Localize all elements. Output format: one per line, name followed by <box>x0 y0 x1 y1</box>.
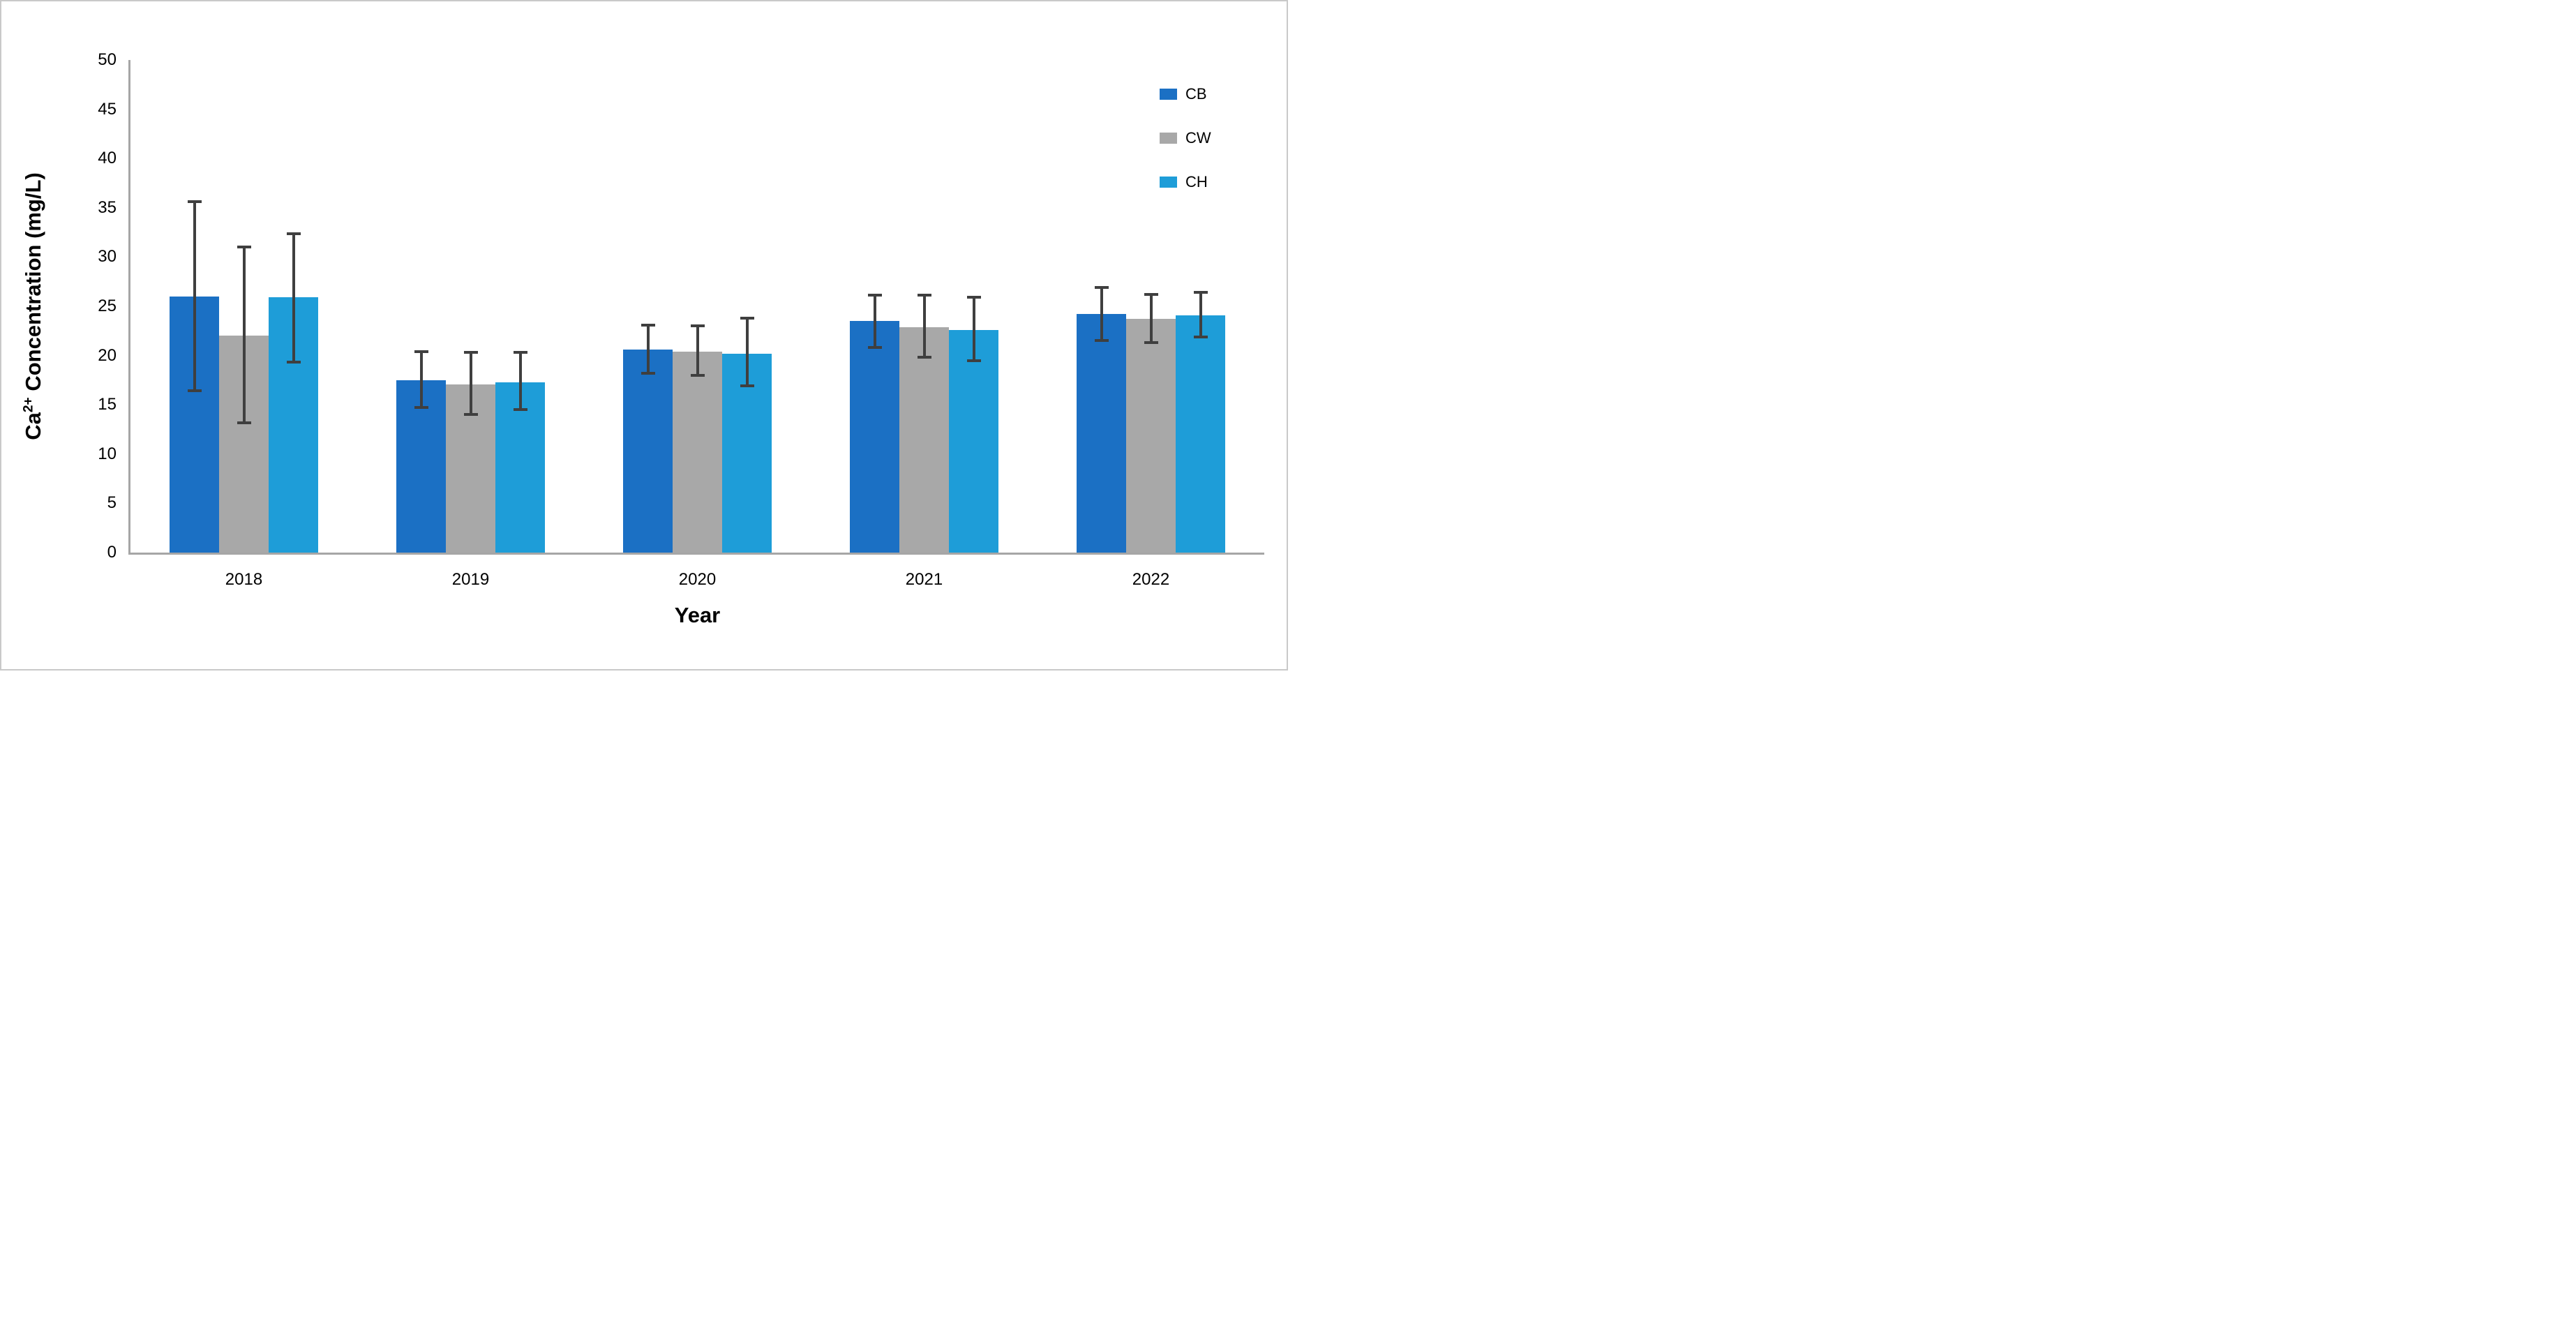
error-bar-cap-top <box>966 296 981 299</box>
y-tick-label: 45 <box>98 99 117 119</box>
y-tick-label: 10 <box>98 444 117 463</box>
error-bar-cap-bottom <box>187 389 202 393</box>
error-bar-cap-top <box>740 316 754 320</box>
error-bar-cap-bottom <box>867 346 882 350</box>
legend-item-CB: CB <box>1160 84 1211 105</box>
y-tick-label: 40 <box>98 149 117 168</box>
error-bar-cap-top <box>237 246 251 249</box>
error-bar-cap-top <box>286 232 301 235</box>
error-bar-CB-2021 <box>873 295 876 348</box>
error-bar-cap-bottom <box>414 406 428 410</box>
error-bar-cap-top <box>1144 293 1158 297</box>
error-bar-CW-2022 <box>1149 294 1153 343</box>
error-bar-CH-2020 <box>745 317 749 387</box>
error-bar-cap-top <box>641 323 655 327</box>
error-bar-cap-bottom <box>1094 339 1109 343</box>
error-bar-CH-2022 <box>1199 292 1202 337</box>
error-bar-cap-top <box>867 294 882 297</box>
error-bar-cap-bottom <box>237 421 251 424</box>
x-axis-line <box>128 553 1264 555</box>
x-tick-label: 2020 <box>678 570 717 589</box>
y-tick-label: 30 <box>98 247 117 267</box>
error-bar-cap-bottom <box>690 373 705 377</box>
legend-label-CW: CW <box>1185 129 1211 147</box>
error-bar-cap-bottom <box>1144 341 1158 345</box>
error-bar-cap-bottom <box>740 384 754 388</box>
error-bar-CH-2019 <box>518 352 522 410</box>
error-bar-cap-bottom <box>463 413 478 417</box>
y-tick-label: 0 <box>107 543 117 562</box>
error-bar-cap-top <box>414 350 428 353</box>
y-tick-label: 25 <box>98 297 117 315</box>
bar-CB-2021 <box>850 321 899 553</box>
legend-label-CB: CB <box>1185 85 1207 103</box>
bar-CW-2020 <box>673 351 722 553</box>
legend-item-CH: CH <box>1160 172 1211 193</box>
error-bar-CW-2021 <box>922 295 926 358</box>
error-bar-CW-2019 <box>469 352 472 415</box>
error-bar-cap-bottom <box>286 361 301 364</box>
bar-CB-2020 <box>623 350 673 553</box>
error-bar-cap-bottom <box>1193 335 1208 338</box>
chart-figure: Ca2+ Concentration (mg/L) 0 5 10 15 20 25 30 35… <box>0 0 1288 670</box>
bar-CH-2021 <box>949 329 998 553</box>
error-bar-CW-2020 <box>696 326 699 375</box>
bar-CW-2022 <box>1126 319 1176 553</box>
legend: CB CW CH <box>1160 84 1211 216</box>
error-bar-cap-bottom <box>966 359 981 362</box>
bar-CH-2022 <box>1176 315 1225 553</box>
legend-swatch-CH <box>1160 177 1177 188</box>
error-bar-CH-2018 <box>292 233 295 363</box>
y-tick-label: 20 <box>98 345 117 365</box>
error-bar-cap-top <box>1094 286 1109 290</box>
error-bar-cap-top <box>513 351 527 354</box>
y-tick-label: 50 <box>98 50 117 69</box>
error-bar-cap-top <box>187 200 202 204</box>
x-tick-label: 2021 <box>905 570 943 589</box>
legend-label-CH: CH <box>1185 173 1208 190</box>
error-bar-cap-top <box>1193 291 1208 294</box>
error-bar-CB-2019 <box>419 351 423 408</box>
error-bar-cap-top <box>917 294 931 297</box>
error-bar-cap-top <box>690 324 705 328</box>
legend-swatch-CW <box>1160 133 1177 144</box>
error-bar-cap-bottom <box>917 356 931 359</box>
error-bar-CW-2018 <box>242 247 246 423</box>
error-bar-cap-bottom <box>641 372 655 375</box>
legend-swatch-CB <box>1160 89 1177 100</box>
y-tick-label: 35 <box>98 197 117 217</box>
x-tick-label: 2018 <box>225 570 263 589</box>
error-bar-CB-2022 <box>1100 287 1103 341</box>
error-bar-CB-2020 <box>646 324 650 373</box>
error-bar-CB-2018 <box>193 202 196 391</box>
plot-area: 0 5 10 15 20 25 30 35 40 45 50 2018 2019 2020 2021 2022 <box>1 1 1287 669</box>
legend-item-CW: CW <box>1160 128 1211 149</box>
error-bar-cap-bottom <box>513 408 527 412</box>
x-tick-label: 2019 <box>451 570 490 589</box>
error-bar-cap-top <box>463 351 478 354</box>
error-bar-CH-2021 <box>972 297 975 361</box>
y-tick-label: 15 <box>98 395 117 414</box>
y-axis-line <box>128 60 130 553</box>
y-tick-label: 5 <box>107 493 117 513</box>
x-tick-label: 2022 <box>1132 570 1170 589</box>
x-axis-title: Year <box>674 603 721 627</box>
bar-CW-2021 <box>899 327 949 553</box>
bar-CB-2022 <box>1077 314 1126 553</box>
